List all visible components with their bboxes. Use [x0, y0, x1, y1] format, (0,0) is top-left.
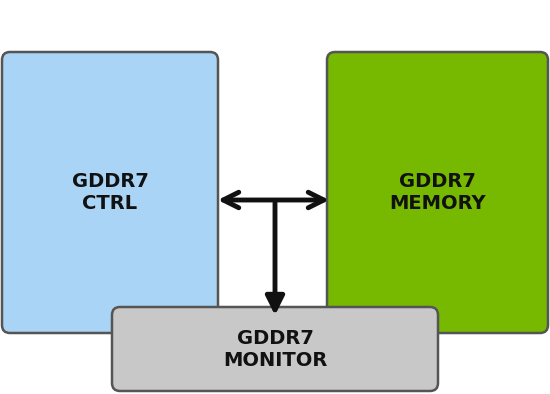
FancyBboxPatch shape — [2, 52, 218, 333]
Text: GDDR7
CTRL: GDDR7 CTRL — [72, 172, 148, 213]
Text: GDDR7
MONITOR: GDDR7 MONITOR — [223, 329, 327, 370]
FancyBboxPatch shape — [327, 52, 548, 333]
Text: GDDR7
MEMORY: GDDR7 MEMORY — [389, 172, 486, 213]
FancyBboxPatch shape — [112, 307, 438, 391]
